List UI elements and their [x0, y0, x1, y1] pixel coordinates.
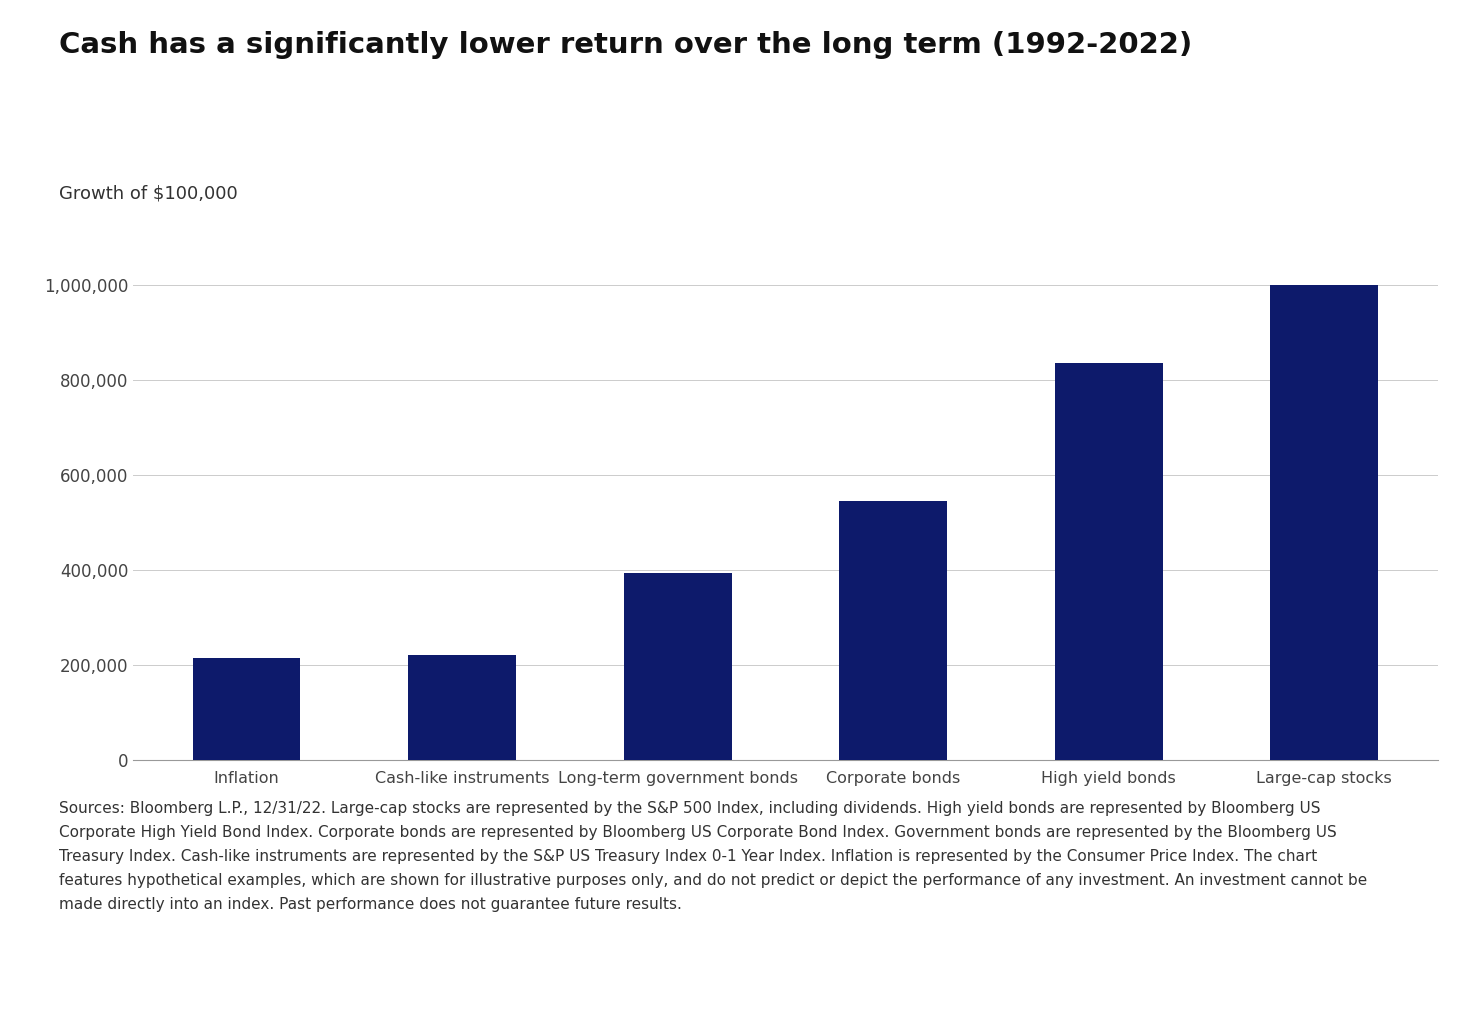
Bar	[1055, 363, 1163, 760]
Bar	[624, 573, 732, 760]
Bar	[408, 655, 516, 760]
Bar	[1270, 284, 1378, 760]
Text: Growth of $100,000: Growth of $100,000	[59, 185, 239, 203]
Text: Cash has a significantly lower return over the long term (1992-2022): Cash has a significantly lower return ov…	[59, 31, 1193, 59]
Bar	[839, 501, 947, 760]
Bar	[193, 657, 301, 760]
Text: Sources: Bloomberg L.P., 12/31/22. Large-cap stocks are represented by the S&P 5: Sources: Bloomberg L.P., 12/31/22. Large…	[59, 801, 1368, 912]
